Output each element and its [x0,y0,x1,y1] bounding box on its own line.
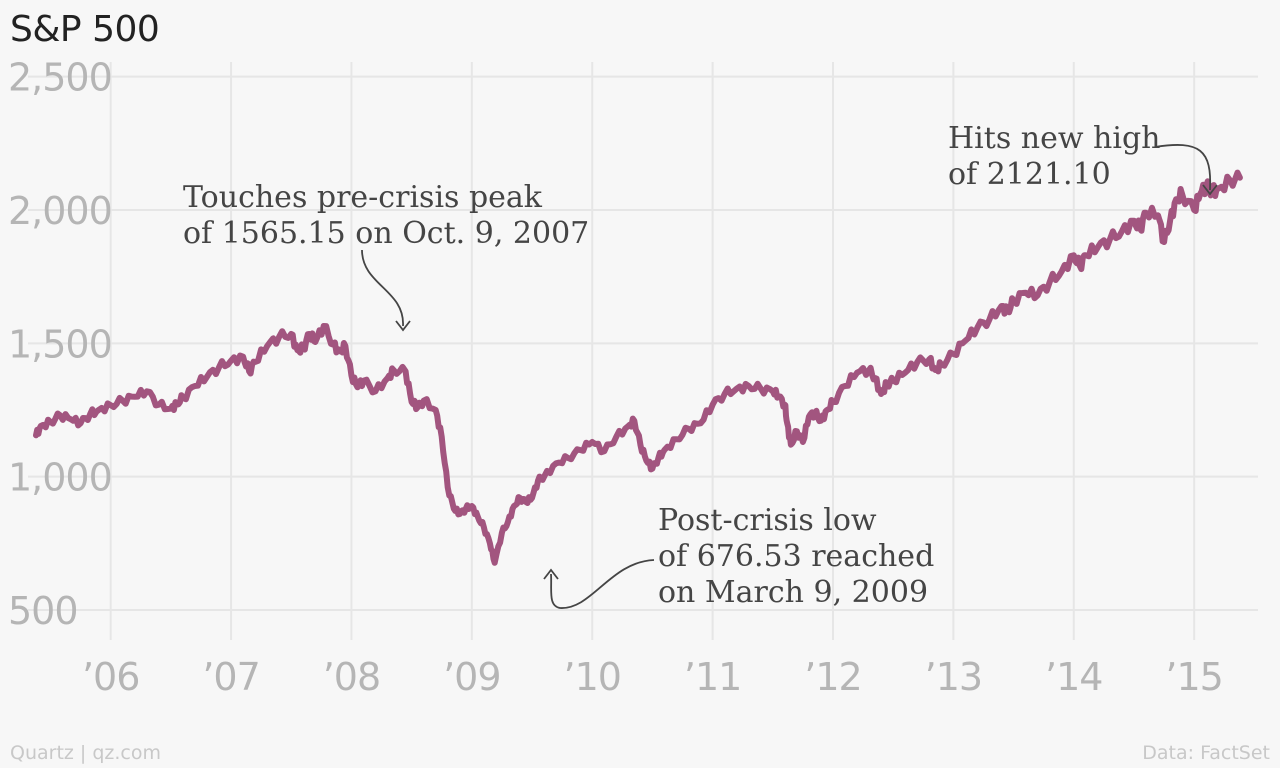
x-tick-label: ’09 [443,655,500,699]
chart-title: S&P 500 [10,9,160,50]
x-tick-label: ’08 [323,655,380,699]
arrow-head-icon [543,568,559,580]
annotation-text: of 676.53 reached [658,539,934,574]
annotation-arrow [550,559,655,609]
x-tick-label: ’10 [563,655,620,699]
y-tick-label: 1,500 [8,322,112,366]
annotation-text: of 2121.10 [948,157,1111,192]
grid-layer [28,62,1258,640]
x-tick-label: ’06 [82,655,139,699]
source-text: Data: FactSet [1142,742,1270,764]
x-tick-label: ’12 [804,655,861,699]
annotation-arrow [361,249,404,327]
x-tick-label: ’14 [1045,655,1102,699]
y-tick-label: 2,000 [8,189,112,233]
annotation-text: Post-crisis low [658,503,877,538]
x-tick-label: ’07 [202,655,259,699]
arrow-head-icon [1202,184,1218,196]
x-tick-label: ’11 [684,655,741,699]
annotation-text: of 1565.15 on Oct. 9, 2007 [183,216,589,251]
y-tick-label: 1,000 [8,456,112,500]
x-tick-label: ’15 [1165,655,1222,699]
series-line [33,169,1243,566]
arrow-head-icon [395,320,411,332]
annotation-text: Hits new high [948,121,1160,156]
series-layer [33,169,1243,566]
annotation-arrow [1154,144,1212,191]
tick-labels: 500 1,000 1,500 2,000 2,500 ’06 ’07 ’08 ’09 ’10 ’1… [8,56,1224,699]
y-tick-label: 500 [8,589,78,633]
x-tick-label: ’13 [925,655,982,699]
annotation-text: on March 9, 2009 [658,575,928,610]
credit-text: Quartz | qz.com [10,742,162,764]
annotation-text: Touches pre-crisis peak [183,180,543,215]
y-tick-label: 2,500 [8,56,112,100]
